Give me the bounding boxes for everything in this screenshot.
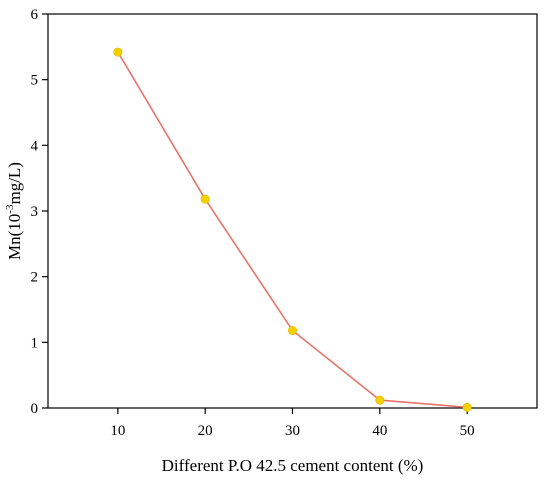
- y-axis-label: Mn(10-3mg/L): [4, 162, 24, 260]
- plot-frame: [47, 13, 538, 409]
- y-axis-label-superscript: -3: [4, 204, 16, 214]
- x-tick-label: 30: [285, 423, 300, 439]
- y-tick-label: 3: [31, 204, 39, 220]
- data-markers: [113, 47, 472, 412]
- data-point: [200, 194, 210, 204]
- x-axis: 10 20 30 40 50: [110, 408, 475, 439]
- x-axis-label: Different P.O 42.5 cement content (%): [162, 456, 424, 475]
- x-tick-label: 20: [198, 423, 213, 439]
- x-tick-label: 10: [110, 423, 125, 439]
- data-point: [287, 326, 297, 336]
- y-tick-label: 2: [31, 270, 39, 286]
- y-axis-label-rest: mg/L): [5, 162, 24, 205]
- data-point: [113, 47, 123, 57]
- y-axis: 0 1 2 3 4 5 6: [31, 7, 48, 417]
- data-point: [462, 402, 472, 412]
- y-tick-label: 0: [31, 401, 39, 417]
- x-tick-label: 40: [372, 423, 387, 439]
- y-tick-label: 5: [31, 73, 39, 89]
- series-line: [117, 51, 468, 409]
- y-axis-label-base: Mn(10: [5, 214, 24, 260]
- y-tick-label: 6: [31, 7, 39, 23]
- y-tick-label: 4: [31, 138, 39, 154]
- data-point: [375, 395, 385, 405]
- y-tick-label: 1: [31, 335, 39, 351]
- x-tick-label: 50: [460, 423, 475, 439]
